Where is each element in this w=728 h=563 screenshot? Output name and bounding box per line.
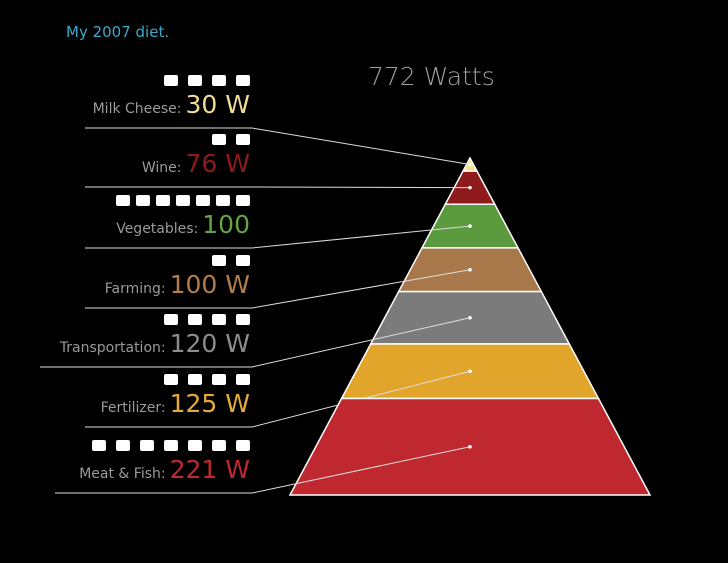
icon (140, 440, 154, 451)
category-name: Transportation: (59, 340, 166, 356)
icon (164, 314, 178, 325)
icon (236, 195, 250, 206)
icon (216, 195, 230, 206)
layer-label: Fertilizer: 125 W (101, 389, 250, 418)
layer-label: Farming: 100 W (105, 270, 250, 299)
leader-dot (468, 267, 472, 272)
icon (236, 75, 250, 86)
layer-label: Transportation: 120 W (59, 329, 250, 358)
icon (236, 255, 250, 266)
icon (136, 195, 150, 206)
icon (196, 195, 210, 206)
icon (212, 134, 226, 145)
icon (212, 255, 226, 266)
leader-dot (468, 185, 472, 190)
leader-dot (468, 444, 472, 449)
icon (188, 314, 202, 325)
leader-dot (468, 224, 472, 228)
icon (236, 440, 250, 451)
icon (116, 440, 130, 451)
icon (188, 374, 202, 385)
total-label: 772 Watts (368, 62, 495, 91)
leader-line (85, 225, 471, 249)
leader-line (85, 127, 471, 166)
leader-dot (468, 369, 472, 374)
icon (236, 374, 250, 385)
category-name: Farming: (105, 281, 166, 297)
layer-label: Milk Cheese: 30 W (93, 90, 250, 119)
icon (92, 440, 106, 451)
leader-dot (468, 162, 472, 167)
icon (164, 75, 178, 86)
layer-label: Meat & Fish: 221 W (79, 455, 250, 484)
icon (164, 440, 178, 451)
value-label: 30 W (186, 90, 250, 119)
category-name: Wine: (142, 160, 182, 176)
leader-line (55, 446, 471, 494)
icon (188, 75, 202, 86)
value-label: 76 W (186, 149, 250, 178)
layer-label: Vegetables: 100 (116, 210, 250, 239)
category-name: Fertilizer: (101, 400, 166, 416)
value-label: 221 W (170, 455, 250, 484)
icon (212, 374, 226, 385)
leader-line (85, 186, 471, 189)
icon (188, 440, 202, 451)
icon (156, 195, 170, 206)
icon (116, 195, 130, 206)
icon (176, 195, 190, 206)
icon (236, 134, 250, 145)
category-name: Milk Cheese: (93, 101, 182, 117)
layer-label: Wine: 76 W (142, 149, 250, 178)
value-label: 100 W (170, 270, 250, 299)
leader-line (40, 317, 471, 368)
icon (212, 314, 226, 325)
leader-line (85, 370, 471, 428)
category-name: Meat & Fish: (79, 466, 165, 482)
value-label: 120 W (170, 329, 250, 358)
value-label: 100 (202, 210, 250, 239)
icon (212, 440, 226, 451)
icon (236, 314, 250, 325)
icon (212, 75, 226, 86)
chart-title: My 2007 diet. (66, 23, 169, 41)
icon (164, 374, 178, 385)
category-name: Vegetables: (116, 221, 198, 237)
leader-dot (468, 315, 472, 320)
leader-line (85, 269, 471, 309)
value-label: 125 W (170, 389, 250, 418)
